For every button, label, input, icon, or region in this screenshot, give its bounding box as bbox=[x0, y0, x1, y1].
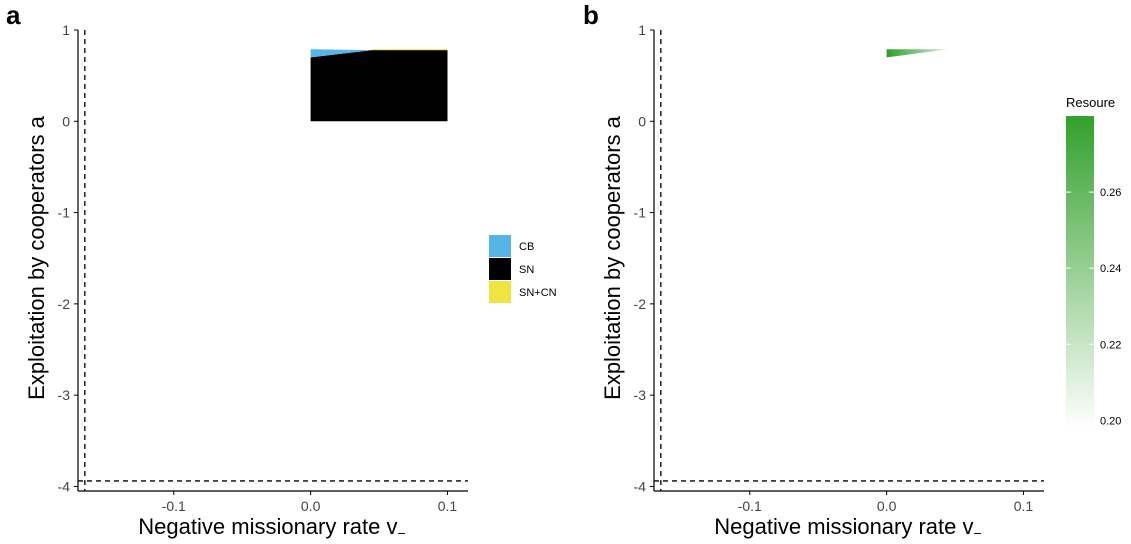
plot-area-b: -4 -3 -2 -1 0 1 -0.1 0.0 0.1 bbox=[634, 22, 1044, 514]
y-tick-label-a: -2 bbox=[58, 296, 71, 312]
region-sn-a bbox=[310, 50, 448, 122]
x-tick-label-b: -0.1 bbox=[738, 498, 762, 514]
x-axis-title-b: Negative missionary rate v− bbox=[714, 514, 981, 541]
region-sn-cn-a bbox=[372, 49, 448, 51]
region-cb-a bbox=[310, 49, 373, 58]
colorbar-tick-label: 0.20 bbox=[1100, 415, 1121, 427]
x-tick-label-a: 0.0 bbox=[301, 498, 321, 514]
y-tick-label-a: 1 bbox=[62, 22, 70, 38]
y-tick-label-a: -1 bbox=[58, 205, 71, 221]
y-tick-label-a: -4 bbox=[58, 478, 71, 494]
legend-label-sn-cn: SN+CN bbox=[519, 287, 557, 299]
x-axis-title-a: Negative missionary rate v− bbox=[138, 514, 405, 541]
colorbar-gradient bbox=[1066, 116, 1094, 428]
colorbar-title: Resoure bbox=[1066, 95, 1115, 110]
x-tick-label-a: 0.1 bbox=[438, 498, 458, 514]
colorbar-b: Resoure 0.20 0.22 0.24 0.26 bbox=[1066, 95, 1121, 428]
legend-label-sn: SN bbox=[519, 264, 534, 276]
y-tick-label-b: -4 bbox=[634, 478, 647, 494]
y-tick-label-b: 1 bbox=[638, 22, 646, 38]
panel-b: b Exploitation by cooperators a Negative… bbox=[583, 0, 1121, 541]
y-tick-label-a: -3 bbox=[58, 387, 71, 403]
region-resource-b bbox=[886, 49, 949, 58]
colorbar-tick-label: 0.26 bbox=[1100, 187, 1121, 199]
plot-area-a: -4 -3 -2 -1 0 1 -0.1 0.0 0.1 bbox=[58, 22, 468, 514]
legend-swatch-sn bbox=[489, 258, 511, 280]
panel-letter-b: b bbox=[583, 0, 599, 30]
y-axis-title-a: Exploitation by cooperators a bbox=[24, 115, 49, 399]
legend-swatch-sn-cn bbox=[489, 281, 511, 303]
legend-swatch-cb bbox=[489, 235, 511, 257]
legend-a: CB SN SN+CN bbox=[489, 235, 557, 303]
legend-label-cb: CB bbox=[519, 241, 534, 253]
colorbar-tick-label: 0.24 bbox=[1100, 263, 1121, 275]
y-tick-label-a: 0 bbox=[62, 113, 70, 129]
x-tick-label-b: 0.1 bbox=[1014, 498, 1034, 514]
colorbar-tick-label: 0.22 bbox=[1100, 339, 1121, 351]
panel-letter-a: a bbox=[6, 0, 21, 30]
y-axis-title-b: Exploitation by cooperators a bbox=[600, 115, 625, 399]
y-tick-label-b: 0 bbox=[638, 113, 646, 129]
y-tick-label-b: -3 bbox=[634, 387, 647, 403]
panel-a: a Exploitation by cooperators a Negative… bbox=[6, 0, 557, 541]
y-tick-label-b: -2 bbox=[634, 296, 647, 312]
x-tick-label-b: 0.0 bbox=[877, 498, 897, 514]
y-tick-label-b: -1 bbox=[634, 205, 647, 221]
x-tick-label-a: -0.1 bbox=[162, 498, 186, 514]
